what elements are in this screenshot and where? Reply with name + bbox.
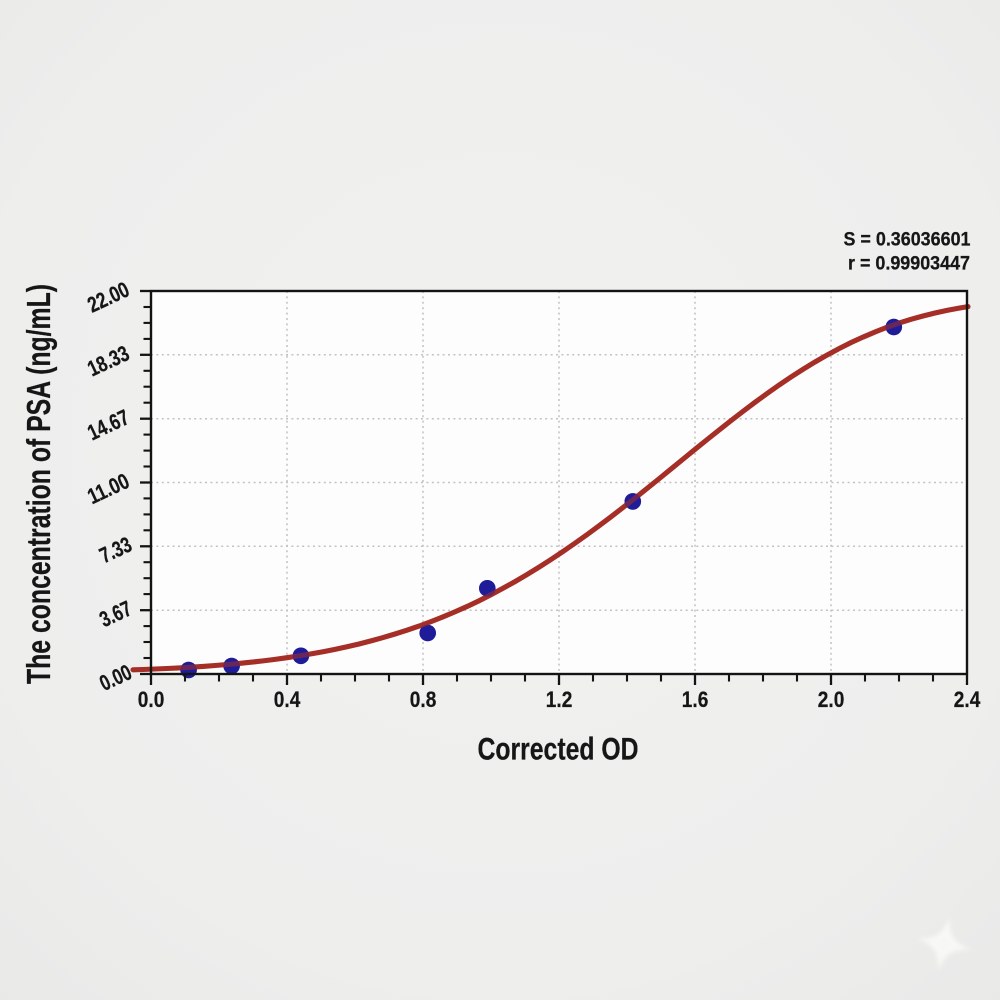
svg-text:r = 0.99903447: r = 0.99903447: [848, 253, 970, 275]
svg-text:0.4: 0.4: [274, 687, 301, 712]
svg-text:0.8: 0.8: [410, 687, 437, 712]
svg-text:1.6: 1.6: [682, 687, 709, 712]
svg-text:S = 0.36036601: S = 0.36036601: [844, 229, 971, 251]
svg-text:2.0: 2.0: [818, 687, 845, 712]
svg-text:1.2: 1.2: [546, 687, 573, 712]
svg-text:0.0: 0.0: [138, 687, 165, 712]
svg-text:Corrected OD: Corrected OD: [478, 731, 639, 767]
svg-text:2.4: 2.4: [954, 687, 981, 712]
svg-text:The concentration of PSA (ng/m: The concentration of PSA (ng/mL): [20, 284, 57, 684]
